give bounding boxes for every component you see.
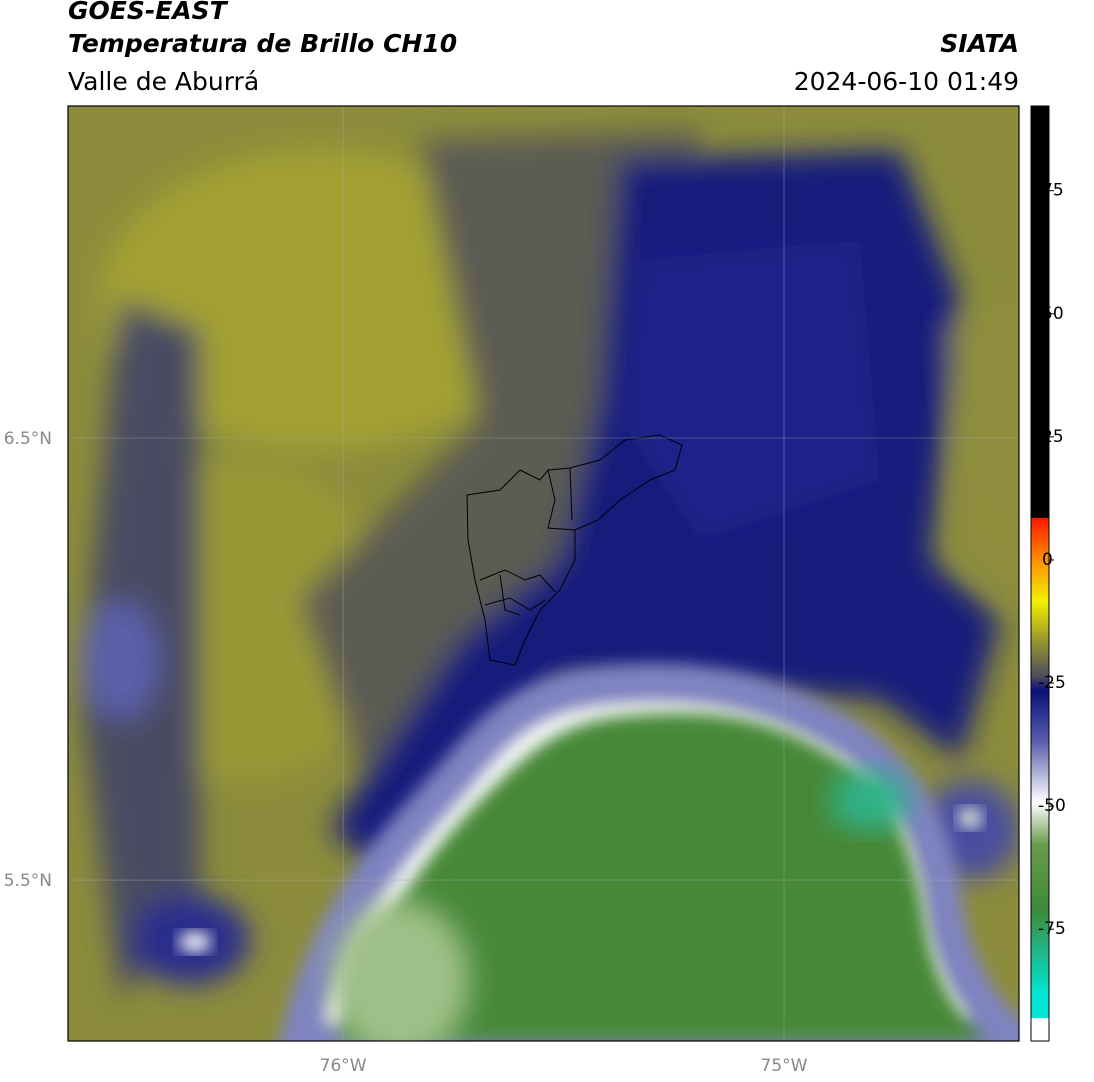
map-frame [67, 105, 1020, 1042]
colorbar-tick-label: 75 [1042, 181, 1064, 201]
subtitle: Temperatura de Brillo CH10 [68, 29, 457, 58]
satellite-image [68, 106, 1019, 1041]
colorbar-tick-label: -50 [1038, 796, 1066, 816]
region: Valle de Aburrá [68, 67, 259, 96]
datetime: 2024-06-10 01:49 [794, 67, 1019, 96]
municipal-borders [466, 434, 683, 666]
colorbar-tick-label: 25 [1042, 427, 1064, 447]
lat-tick-label: 6.5°N [4, 429, 52, 449]
colorbar-tick-label: -75 [1038, 919, 1066, 939]
title: GOES-EAST [68, 0, 229, 25]
colorbar-tick-label: 50 [1042, 304, 1064, 324]
lat-tick-label: 5.5°N [4, 871, 52, 891]
colorbar [1030, 105, 1050, 1042]
colorbar-tick-label: -25 [1038, 673, 1066, 693]
lon-tick-label: 75°W [761, 1056, 808, 1076]
lon-tick-label: 76°W [320, 1056, 367, 1076]
agency: SIATA [940, 29, 1019, 58]
colorbar-tick-label: 0 [1042, 550, 1053, 570]
